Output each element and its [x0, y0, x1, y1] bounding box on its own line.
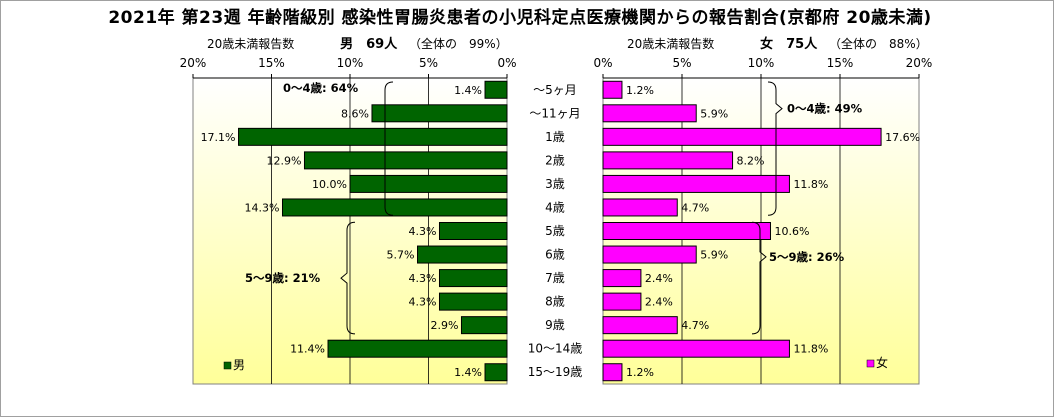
male-x-tick-label: 10%: [337, 56, 364, 70]
female-bar: [602, 198, 678, 217]
male-value-label: 17.1%: [201, 131, 236, 144]
male-bar: [438, 222, 508, 240]
male-header-count: 男 69人: [340, 37, 398, 52]
female-bar: [602, 363, 623, 382]
male-legend-swatch: [223, 361, 232, 370]
male-x-tick-label: 0%: [497, 56, 516, 70]
female-value-label: 2.4%: [645, 296, 673, 309]
male-value-label: 14.3%: [245, 201, 280, 214]
female-bar: [602, 127, 882, 146]
female-0-4-annotation: 0～4歳: 49%: [787, 102, 863, 116]
female-header-share: （全体の 88%）: [829, 37, 928, 51]
male-bar: [327, 339, 508, 358]
female-value-label: 11.8%: [793, 343, 828, 356]
age-category-label: 15～19歳: [528, 365, 583, 379]
male-bar: [484, 363, 508, 382]
male-x-tick-label: 5%: [419, 56, 438, 70]
age-category-label: 8歳: [545, 295, 565, 309]
male-bar: [438, 292, 508, 311]
female-value-label: 4.7%: [681, 201, 709, 214]
male-bar: [303, 151, 508, 170]
female-x-tick-label: 5%: [672, 56, 691, 70]
age-category-label: 4歳: [545, 200, 565, 214]
age-category-label: ～5ヶ月: [533, 83, 577, 97]
age-category-label: ～11ヶ月: [529, 106, 580, 120]
male-bar: [349, 174, 508, 193]
female-bar: [602, 222, 771, 240]
female-bar: [602, 269, 642, 288]
male-x-tick-label: 20%: [180, 56, 207, 70]
age-category-label: 2歳: [545, 153, 565, 167]
male-value-label: 12.9%: [267, 154, 302, 167]
male-header: 20歳未満報告数 男 69人 （全体の 99%）: [207, 33, 508, 52]
male-x-tick-label: 15%: [258, 56, 285, 70]
female-value-label: 1.2%: [626, 366, 654, 379]
female-value-label: 10.6%: [774, 225, 809, 238]
female-bar: [602, 245, 697, 264]
female-bar: [602, 292, 642, 311]
age-category-label: 1歳: [545, 130, 565, 144]
female-value-label: 2.4%: [645, 272, 673, 285]
female-legend-swatch: [866, 359, 875, 368]
female-header: 20歳未満報告数 女 75人 （全体の 88%）: [627, 33, 928, 52]
female-bar: [602, 80, 623, 99]
female-legend-label: 女: [876, 355, 888, 370]
male-bar: [281, 198, 508, 217]
age-category-label: 10～14歳: [528, 342, 583, 356]
male-bar: [238, 127, 508, 146]
female-5-9-bracket: [751, 221, 767, 335]
male-value-label: 5.7%: [387, 249, 415, 262]
male-value-label: 4.3%: [409, 225, 437, 238]
female-0-4-bracket: [767, 81, 783, 216]
male-header-share: （全体の 99%）: [409, 37, 508, 51]
female-value-label: 17.6%: [885, 131, 920, 144]
female-header-caption: 20歳未満報告数: [627, 37, 715, 51]
female-value-label: 4.7%: [681, 319, 709, 332]
female-value-label: 1.2%: [626, 84, 654, 97]
female-value-label: 5.9%: [700, 107, 728, 120]
female-x-tick-label: 15%: [827, 56, 854, 70]
female-x-tick-label: 10%: [748, 56, 775, 70]
male-value-label: 4.3%: [409, 296, 437, 309]
age-category-label: 6歳: [545, 248, 565, 262]
male-value-label: 2.9%: [431, 319, 459, 332]
male-legend-label: 男: [233, 358, 245, 372]
male-value-label: 10.0%: [312, 178, 347, 191]
female-bar: [602, 174, 790, 193]
male-bar: [484, 80, 508, 99]
male-bar: [417, 245, 508, 264]
female-bar: [602, 104, 697, 123]
age-category-label: 5歳: [545, 224, 565, 238]
female-x-tick-label: 20%: [906, 56, 933, 70]
male-bar: [460, 316, 508, 335]
male-value-label: 8.6%: [341, 107, 369, 120]
female-bar: [602, 339, 790, 358]
age-category-label: 7歳: [545, 271, 565, 285]
female-value-label: 5.9%: [700, 249, 728, 262]
male-5-9-annotation: 5～9歳: 21%: [245, 271, 321, 285]
female-bar: [602, 151, 734, 170]
female-value-label: 11.8%: [793, 178, 828, 191]
female-x-tick-label: 0%: [593, 56, 612, 70]
male-0-4-annotation: 0～4歳: 64%: [283, 81, 359, 95]
male-header-caption: 20歳未満報告数: [207, 37, 295, 51]
female-header-count: 女 75人: [760, 37, 818, 52]
age-category-label: 3歳: [545, 177, 565, 191]
chart-title: 2021年 第23週 年齢階級別 感染性胃腸炎患者の小児科定点医療機関からの報告…: [108, 8, 932, 28]
male-value-label: 11.4%: [290, 343, 325, 356]
male-value-label: 4.3%: [409, 272, 437, 285]
male-value-label: 1.4%: [454, 366, 482, 379]
male-bar: [371, 104, 508, 123]
age-category-label: 9歳: [545, 318, 565, 332]
male-0-4-bracket: [384, 81, 394, 216]
female-bar: [602, 316, 678, 335]
male-value-label: 1.4%: [454, 84, 482, 97]
male-5-9-bracket: [340, 221, 356, 335]
female-5-9-annotation: 5～9歳: 26%: [769, 250, 845, 264]
male-bar: [438, 269, 508, 288]
female-value-label: 8.2%: [737, 154, 765, 167]
